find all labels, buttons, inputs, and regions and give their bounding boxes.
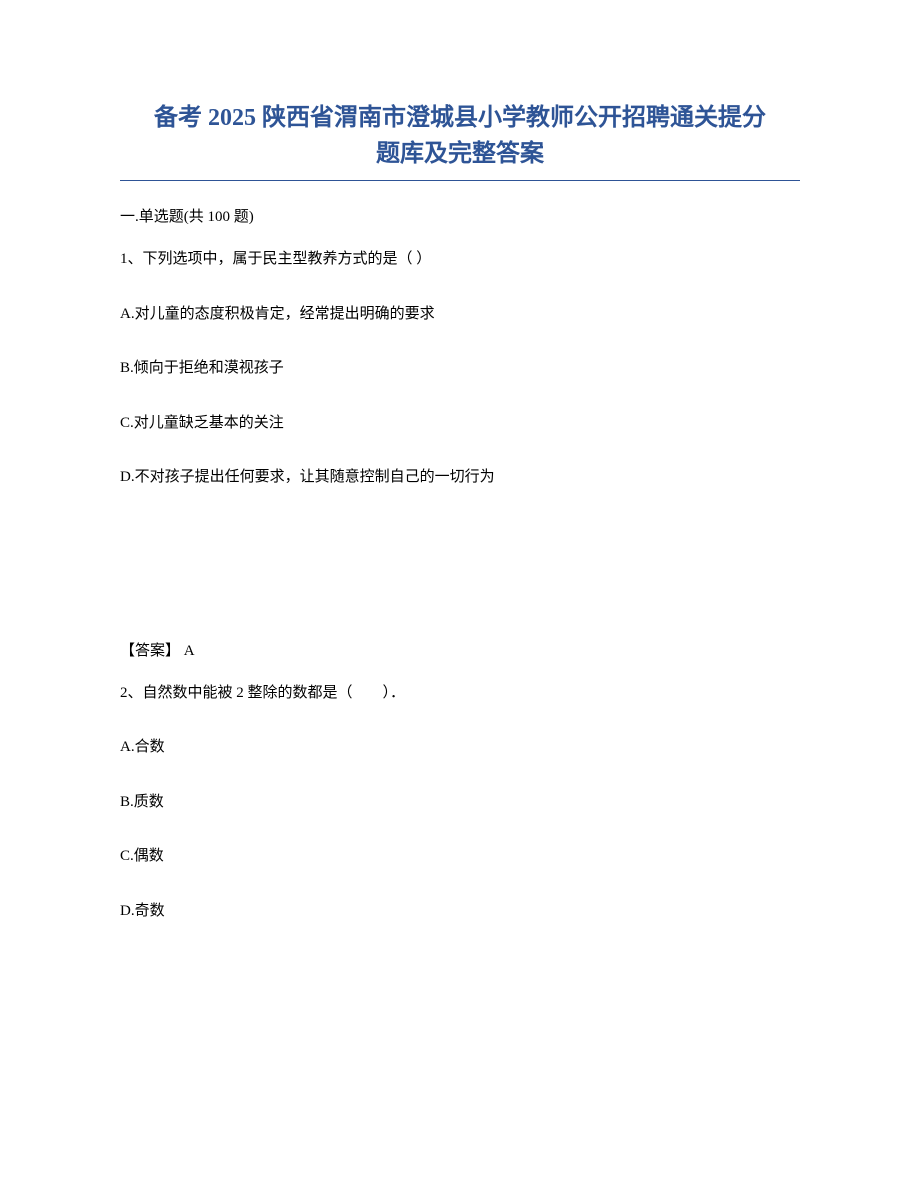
document-title-block: 备考 2025 陕西省渭南市澄城县小学教师公开招聘通关提分 题库及完整答案	[120, 100, 800, 172]
q1-option-c: C.对儿童缺乏基本的关注	[120, 412, 800, 435]
q2-option-d: D.奇数	[120, 900, 800, 923]
q1-stem: 1、下列选项中，属于民主型教养方式的是（ ）	[120, 248, 800, 271]
q2-option-a: A.合数	[120, 736, 800, 759]
q2-option-c: C.偶数	[120, 845, 800, 868]
title-line-2: 题库及完整答案	[120, 136, 800, 172]
q2-option-b: B.质数	[120, 791, 800, 814]
q2-stem: 2、自然数中能被 2 整除的数都是（ ）．	[120, 682, 800, 705]
title-underline	[120, 180, 800, 181]
q1-option-a: A.对儿童的态度积极肯定，经常提出明确的要求	[120, 303, 800, 326]
q1-option-b: B.倾向于拒绝和漠视孩子	[120, 357, 800, 380]
section-header: 一.单选题(共 100 题)	[120, 205, 800, 226]
q1-option-d: D.不对孩子提出任何要求，让其随意控制自己的一切行为	[120, 466, 800, 489]
title-line-1: 备考 2025 陕西省渭南市澄城县小学教师公开招聘通关提分	[120, 100, 800, 136]
q1-answer: 【答案】 A	[120, 639, 800, 660]
